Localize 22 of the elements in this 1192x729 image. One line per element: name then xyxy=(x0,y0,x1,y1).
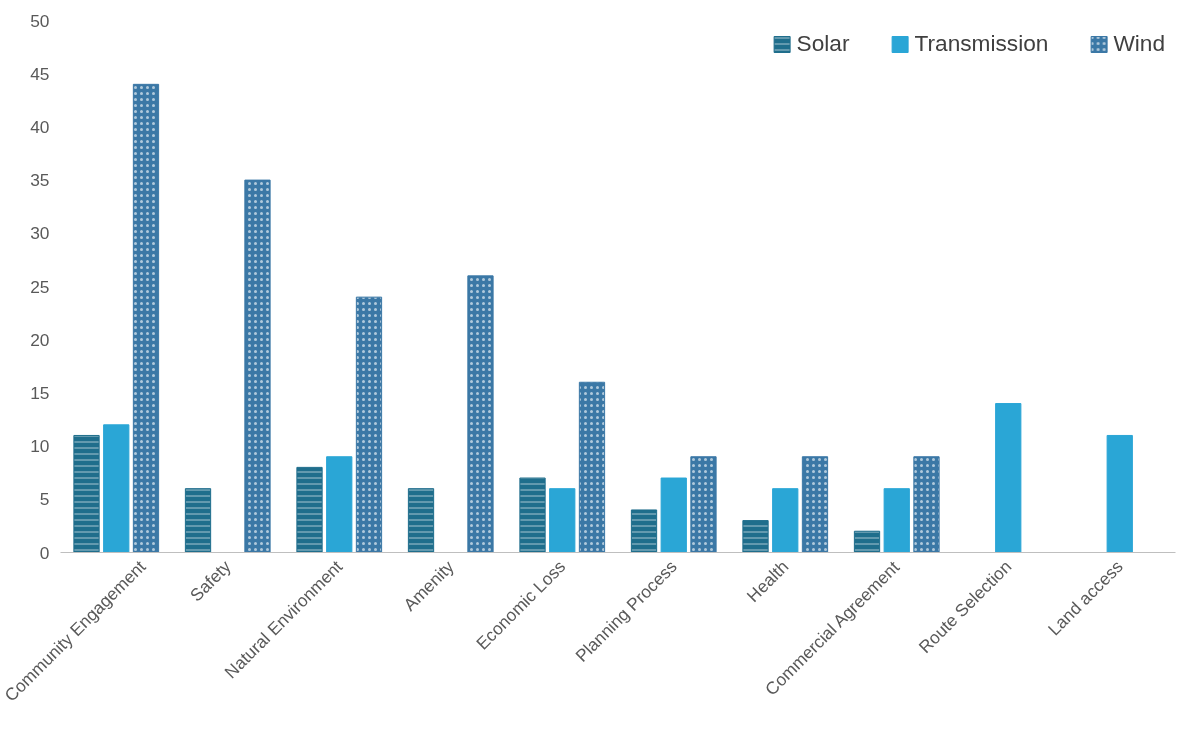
y-tick-label: 35 xyxy=(30,170,50,191)
bar xyxy=(103,424,130,553)
y-tick-label: 50 xyxy=(30,10,50,31)
legend-label: Solar xyxy=(796,30,850,57)
bar xyxy=(883,488,910,553)
bar xyxy=(995,403,1022,553)
y-tick-label: 20 xyxy=(30,329,50,350)
y-tick-label: 0 xyxy=(39,542,50,563)
y-tick-label: 45 xyxy=(30,63,50,84)
legend-label: Wind xyxy=(1113,30,1165,57)
y-tick-label: 40 xyxy=(30,116,50,137)
bar xyxy=(326,456,353,553)
bar xyxy=(549,488,576,553)
bar xyxy=(1106,434,1133,553)
bar xyxy=(772,488,799,553)
y-tick-label: 30 xyxy=(30,223,50,244)
legend-label: Transmission xyxy=(914,30,1049,57)
y-tick-label: 25 xyxy=(30,276,50,297)
y-tick-label: 10 xyxy=(30,436,50,457)
bar xyxy=(660,477,687,553)
y-tick-label: 15 xyxy=(30,382,50,403)
y-tick-label: 5 xyxy=(39,489,50,510)
